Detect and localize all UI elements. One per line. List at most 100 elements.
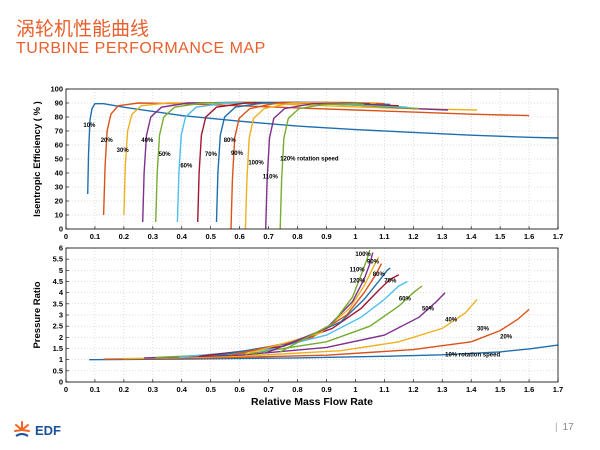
- efficiency-series-100-: [244, 101, 376, 230]
- efficiency-series-120-rotation-speed: [279, 102, 365, 230]
- efficiency-y-tick-label: 10: [55, 211, 63, 220]
- pressure-series-30-: [123, 298, 478, 360]
- pressure-series-80-: [216, 267, 391, 357]
- efficiency-x-tick-label: 0.1: [90, 232, 100, 241]
- efficiency-series-70-: [197, 101, 399, 223]
- efficiency-x-tick-label: 1.3: [437, 232, 447, 241]
- efficiency-x-tick-label: 0.9: [321, 232, 331, 241]
- pressure-x-tick-label: 1.1: [379, 385, 389, 394]
- efficiency-series-110-: [265, 102, 370, 230]
- efficiency-x-tick-label: 0.3: [148, 232, 158, 241]
- pressure-y-tick-label: 2.5: [53, 322, 63, 331]
- pressure-y-tick-label: 4: [59, 288, 64, 297]
- pressure-x-tick-label: 1.2: [408, 385, 418, 394]
- pressure-x-tick-label: 1.5: [495, 385, 505, 394]
- pressure-curve-label: 60%: [399, 296, 412, 302]
- efficiency-y-tick-label: 90: [55, 99, 63, 108]
- pressure-y-tick-label: 3.5: [53, 299, 63, 308]
- efficiency-curve-label: 60%: [180, 163, 193, 169]
- pressure-curve-label: 40%: [445, 318, 458, 324]
- pressure-y-tick-label: 6: [59, 244, 63, 253]
- pressure-y-tick-label: 1.5: [53, 344, 63, 353]
- efficiency-y-axis-label: Isentropic Efficiency ( % ): [32, 101, 43, 217]
- pressure-x-tick-label: 0.3: [148, 385, 158, 394]
- pressure-x-axis-label: Relative Mass Flow Rate: [251, 396, 373, 408]
- pressure-x-tick-label: 0.5: [205, 385, 215, 394]
- efficiency-x-tick-label: 0.7: [263, 232, 273, 241]
- pressure-x-tick-label: 1.6: [524, 385, 534, 394]
- efficiency-x-tick-label: 1.4: [466, 232, 477, 241]
- pressure-y-tick-label: 3: [59, 311, 63, 320]
- pressure-y-tick-label: 0: [59, 378, 63, 387]
- efficiency-curve-label: 20%: [101, 138, 114, 144]
- pressure-chart: 0 0.1 0.2 0.3 0.4 0.5 0.6 0.7 0.8 0.9 1 1.1 1.2 1.3 1.…: [32, 244, 563, 409]
- page-title-english: TURBINE PERFORMANCE MAP: [16, 40, 266, 57]
- efficiency-y-tick-label: 80: [55, 113, 63, 122]
- efficiency-x-tick-label: 0.2: [119, 232, 129, 241]
- efficiency-x-tick-label: 0.8: [292, 232, 302, 241]
- pressure-curve-label: 100%: [355, 252, 371, 258]
- pressure-curve-label: 10% rotation speed: [445, 352, 500, 358]
- efficiency-y-tick-label: 0: [59, 225, 63, 234]
- efficiency-x-tick-label: 0: [64, 232, 68, 241]
- efficiency-curve-label: 50%: [159, 152, 172, 158]
- efficiency-curve-label: 110%: [263, 175, 279, 181]
- pressure-x-tick-label: 1.7: [553, 385, 563, 394]
- pressure-y-tick-label: 4.5: [53, 277, 63, 286]
- pressure-x-tick-label: 0.2: [119, 385, 129, 394]
- efficiency-curve-label: 10%: [83, 123, 96, 129]
- efficiency-y-tick-label: 60: [55, 141, 63, 150]
- page-number-value: 17: [562, 422, 574, 433]
- efficiency-curve-label: 30%: [117, 148, 130, 154]
- efficiency-x-tick-label: 1.5: [495, 232, 505, 241]
- efficiency-y-tick-label: 50: [55, 155, 63, 164]
- efficiency-chart: 0 0.1 0.2 0.3 0.4 0.5 0.6 0.7 0.8 0.9 1 1.1 1.2 1.3 1.…: [32, 85, 563, 242]
- pressure-series-10-: [89, 344, 559, 361]
- efficiency-y-tick-label: 40: [55, 169, 63, 178]
- efficiency-y-tick-label: 30: [55, 183, 63, 192]
- pressure-x-tick-label: 1.4: [466, 385, 477, 394]
- page-title-chinese: 涡轮机性能曲线: [16, 18, 150, 40]
- efficiency-x-tick-label: 0.6: [234, 232, 244, 241]
- efficiency-curve-label: 80%: [224, 138, 237, 144]
- efficiency-curve-label: 40%: [141, 138, 154, 144]
- efficiency-x-tick-label: 1.1: [379, 232, 389, 241]
- pressure-curve-label: 110%: [350, 267, 366, 273]
- pressure-x-tick-label: 0.8: [292, 385, 302, 394]
- pressure-y-tick-label: 1: [59, 355, 63, 364]
- efficiency-x-tick-label: 1.7: [553, 232, 563, 241]
- pressure-y-tick-label: 5.5: [53, 255, 63, 264]
- pressure-series-40-: [144, 292, 446, 359]
- efficiency-y-tick-label: 20: [55, 197, 63, 206]
- pressure-curve-label: 120%: [350, 279, 366, 285]
- efficiency-x-tick-label: 1.6: [524, 232, 534, 241]
- efficiency-y-tick-label: 70: [55, 127, 63, 136]
- pressure-series-60-: [178, 280, 408, 358]
- efficiency-curve-label: 70%: [205, 152, 218, 158]
- pressure-curve-label: 30%: [477, 327, 490, 333]
- pressure-series-20-: [103, 308, 530, 360]
- efficiency-x-tick-label: 0.5: [205, 232, 215, 241]
- efficiency-series-10-: [87, 103, 559, 195]
- pressure-curve-label: 20%: [500, 334, 513, 340]
- pressure-x-tick-label: 0: [64, 385, 68, 394]
- pressure-x-tick-label: 0.4: [177, 385, 188, 394]
- pressure-y-tick-label: 5: [59, 266, 63, 275]
- pressure-x-tick-label: 0.1: [90, 385, 100, 394]
- pressure-y-tick-label: 0.5: [53, 366, 63, 375]
- efficiency-curve-label: 100%: [248, 161, 264, 167]
- page-number: | 17: [555, 422, 574, 433]
- efficiency-x-tick-label: 1: [353, 232, 357, 241]
- efficiency-x-tick-label: 1.2: [408, 232, 418, 241]
- pressure-curve-label: 90%: [367, 260, 380, 266]
- pressure-x-tick-label: 0.7: [263, 385, 273, 394]
- pressure-curve-label: 80%: [373, 272, 386, 278]
- pressure-x-tick-label: 1: [353, 385, 357, 394]
- edf-logo: EDF: [12, 420, 61, 440]
- pressure-x-tick-label: 0.9: [321, 385, 331, 394]
- pressure-x-tick-label: 1.3: [437, 385, 447, 394]
- efficiency-x-tick-label: 0.4: [177, 232, 188, 241]
- pressure-series-50-: [155, 285, 423, 359]
- pressure-curve-label: 70%: [384, 279, 397, 285]
